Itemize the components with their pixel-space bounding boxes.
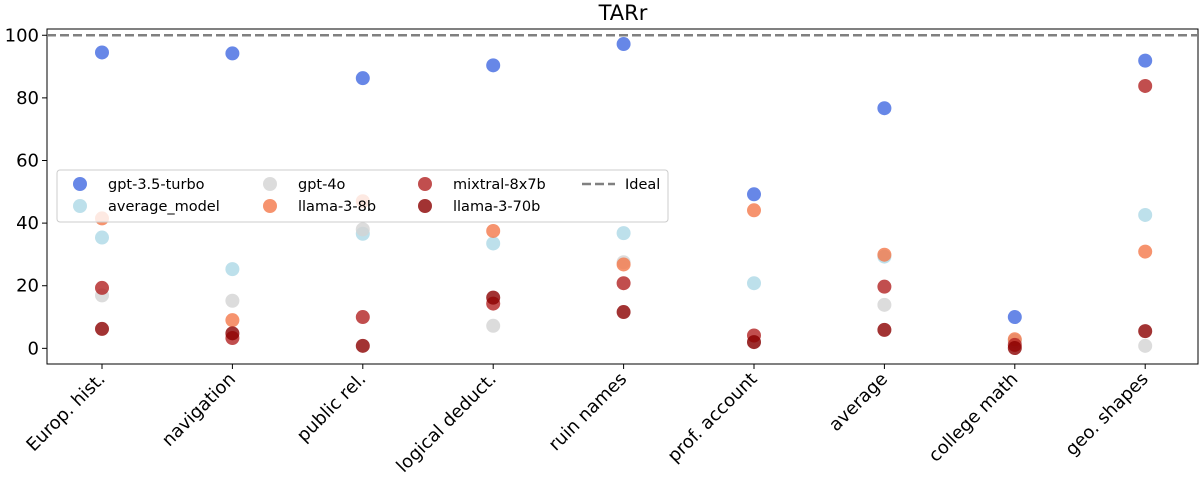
data-point-llama-3-70b	[486, 290, 501, 305]
data-point-gpt-3.5-turbo	[1007, 310, 1022, 325]
data-point-gpt-3.5-turbo	[747, 187, 761, 202]
data-point-gpt-3.5-turbo	[616, 37, 631, 52]
data-point-mixtral-8x7b	[616, 276, 631, 291]
legend-label: gpt-3.5-turbo	[108, 177, 205, 193]
data-point-llama-3-8b	[877, 247, 892, 262]
legend-marker-average_model	[73, 199, 87, 213]
data-point-average_model	[95, 230, 109, 245]
data-point-gpt-3.5-turbo	[486, 58, 501, 73]
legend-label: llama-3-8b	[298, 199, 376, 215]
plot-area: 0 20 40 60 80 100 Europ. hist. navigation public…	[5, 25, 1199, 477]
data-point-average_model	[486, 236, 501, 251]
data-point-average_model	[747, 276, 761, 291]
legend-marker-llama-3-70b	[418, 199, 432, 213]
x-tick-label: college math	[925, 369, 1023, 467]
data-point-gpt-3.5-turbo	[225, 46, 240, 61]
y-tick-label: 60	[16, 150, 39, 171]
data-point-llama-3-70b	[747, 335, 761, 350]
y-tick-label: 100	[5, 25, 39, 46]
legend-label: average_model	[108, 199, 220, 215]
legend-marker-mixtral-8x7b	[418, 177, 432, 191]
data-point-mixtral-8x7b	[355, 310, 370, 325]
legend-marker-gpt-3.5-turbo	[73, 177, 87, 191]
x-tick-label: average	[825, 369, 892, 436]
data-point-gpt-3.5-turbo	[877, 101, 892, 116]
data-point-mixtral-8x7b	[1138, 78, 1153, 93]
data-point-gpt-4o	[877, 297, 892, 312]
data-point-gpt-4o	[355, 222, 370, 237]
x-tick-label: prof. account	[664, 369, 762, 467]
x-tick-label: Europ. hist.	[22, 369, 109, 456]
data-point-llama-3-70b	[616, 305, 631, 320]
legend-box	[56, 169, 669, 223]
y-tick-label: 0	[28, 338, 39, 359]
legend-label: gpt-4o	[298, 177, 346, 193]
data-point-llama-3-8b	[747, 203, 761, 218]
data-point-llama-3-70b	[355, 338, 370, 353]
y-tick-label: 40	[16, 213, 39, 234]
data-point-gpt-3.5-turbo	[95, 45, 109, 60]
x-tick-label: logical deduct.	[392, 369, 500, 477]
x-tick-label: ruin names	[545, 369, 632, 456]
data-point-gpt-4o	[1138, 338, 1153, 353]
data-point-gpt-4o	[486, 318, 501, 333]
legend-label: Ideal	[625, 177, 660, 193]
x-tick-label: geo. shapes	[1061, 369, 1152, 460]
y-tick-label: 20	[16, 276, 39, 297]
data-point-gpt-4o	[225, 293, 240, 308]
data-point-llama-3-8b	[225, 313, 240, 328]
data-point-llama-3-70b	[877, 322, 892, 337]
y-tick-label: 80	[16, 88, 39, 109]
legend-label: llama-3-70b	[453, 199, 540, 215]
legend-marker-gpt-4o	[263, 177, 277, 191]
chart-title: TARr	[598, 1, 648, 25]
legend: gpt-3.5-turbo average_model gpt-4o llama-3-…	[56, 169, 669, 223]
data-point-llama-3-70b	[1138, 324, 1153, 339]
data-point-llama-3-70b	[225, 326, 240, 341]
data-point-llama-3-8b	[1138, 244, 1153, 259]
data-point-gpt-3.5-turbo	[1138, 53, 1153, 68]
axes-frame	[46, 28, 1199, 365]
data-point-llama-3-8b	[486, 223, 501, 238]
data-point-llama-3-70b	[1007, 341, 1022, 356]
data-point-average_model	[1138, 207, 1153, 222]
legend-label: mixtral-8x7b	[453, 177, 546, 193]
x-tick-label: public rel.	[293, 369, 371, 447]
data-point-llama-3-70b	[95, 321, 109, 336]
data-point-llama-3-8b	[616, 257, 631, 272]
data-point-average_model	[225, 262, 240, 277]
x-tick-label: navigation	[158, 369, 240, 451]
data-point-average_model	[616, 226, 631, 241]
data-point-mixtral-8x7b	[877, 279, 892, 294]
legend-marker-llama-3-8b	[263, 199, 277, 213]
data-point-gpt-3.5-turbo	[355, 71, 370, 86]
data-point-mixtral-8x7b	[95, 280, 109, 295]
